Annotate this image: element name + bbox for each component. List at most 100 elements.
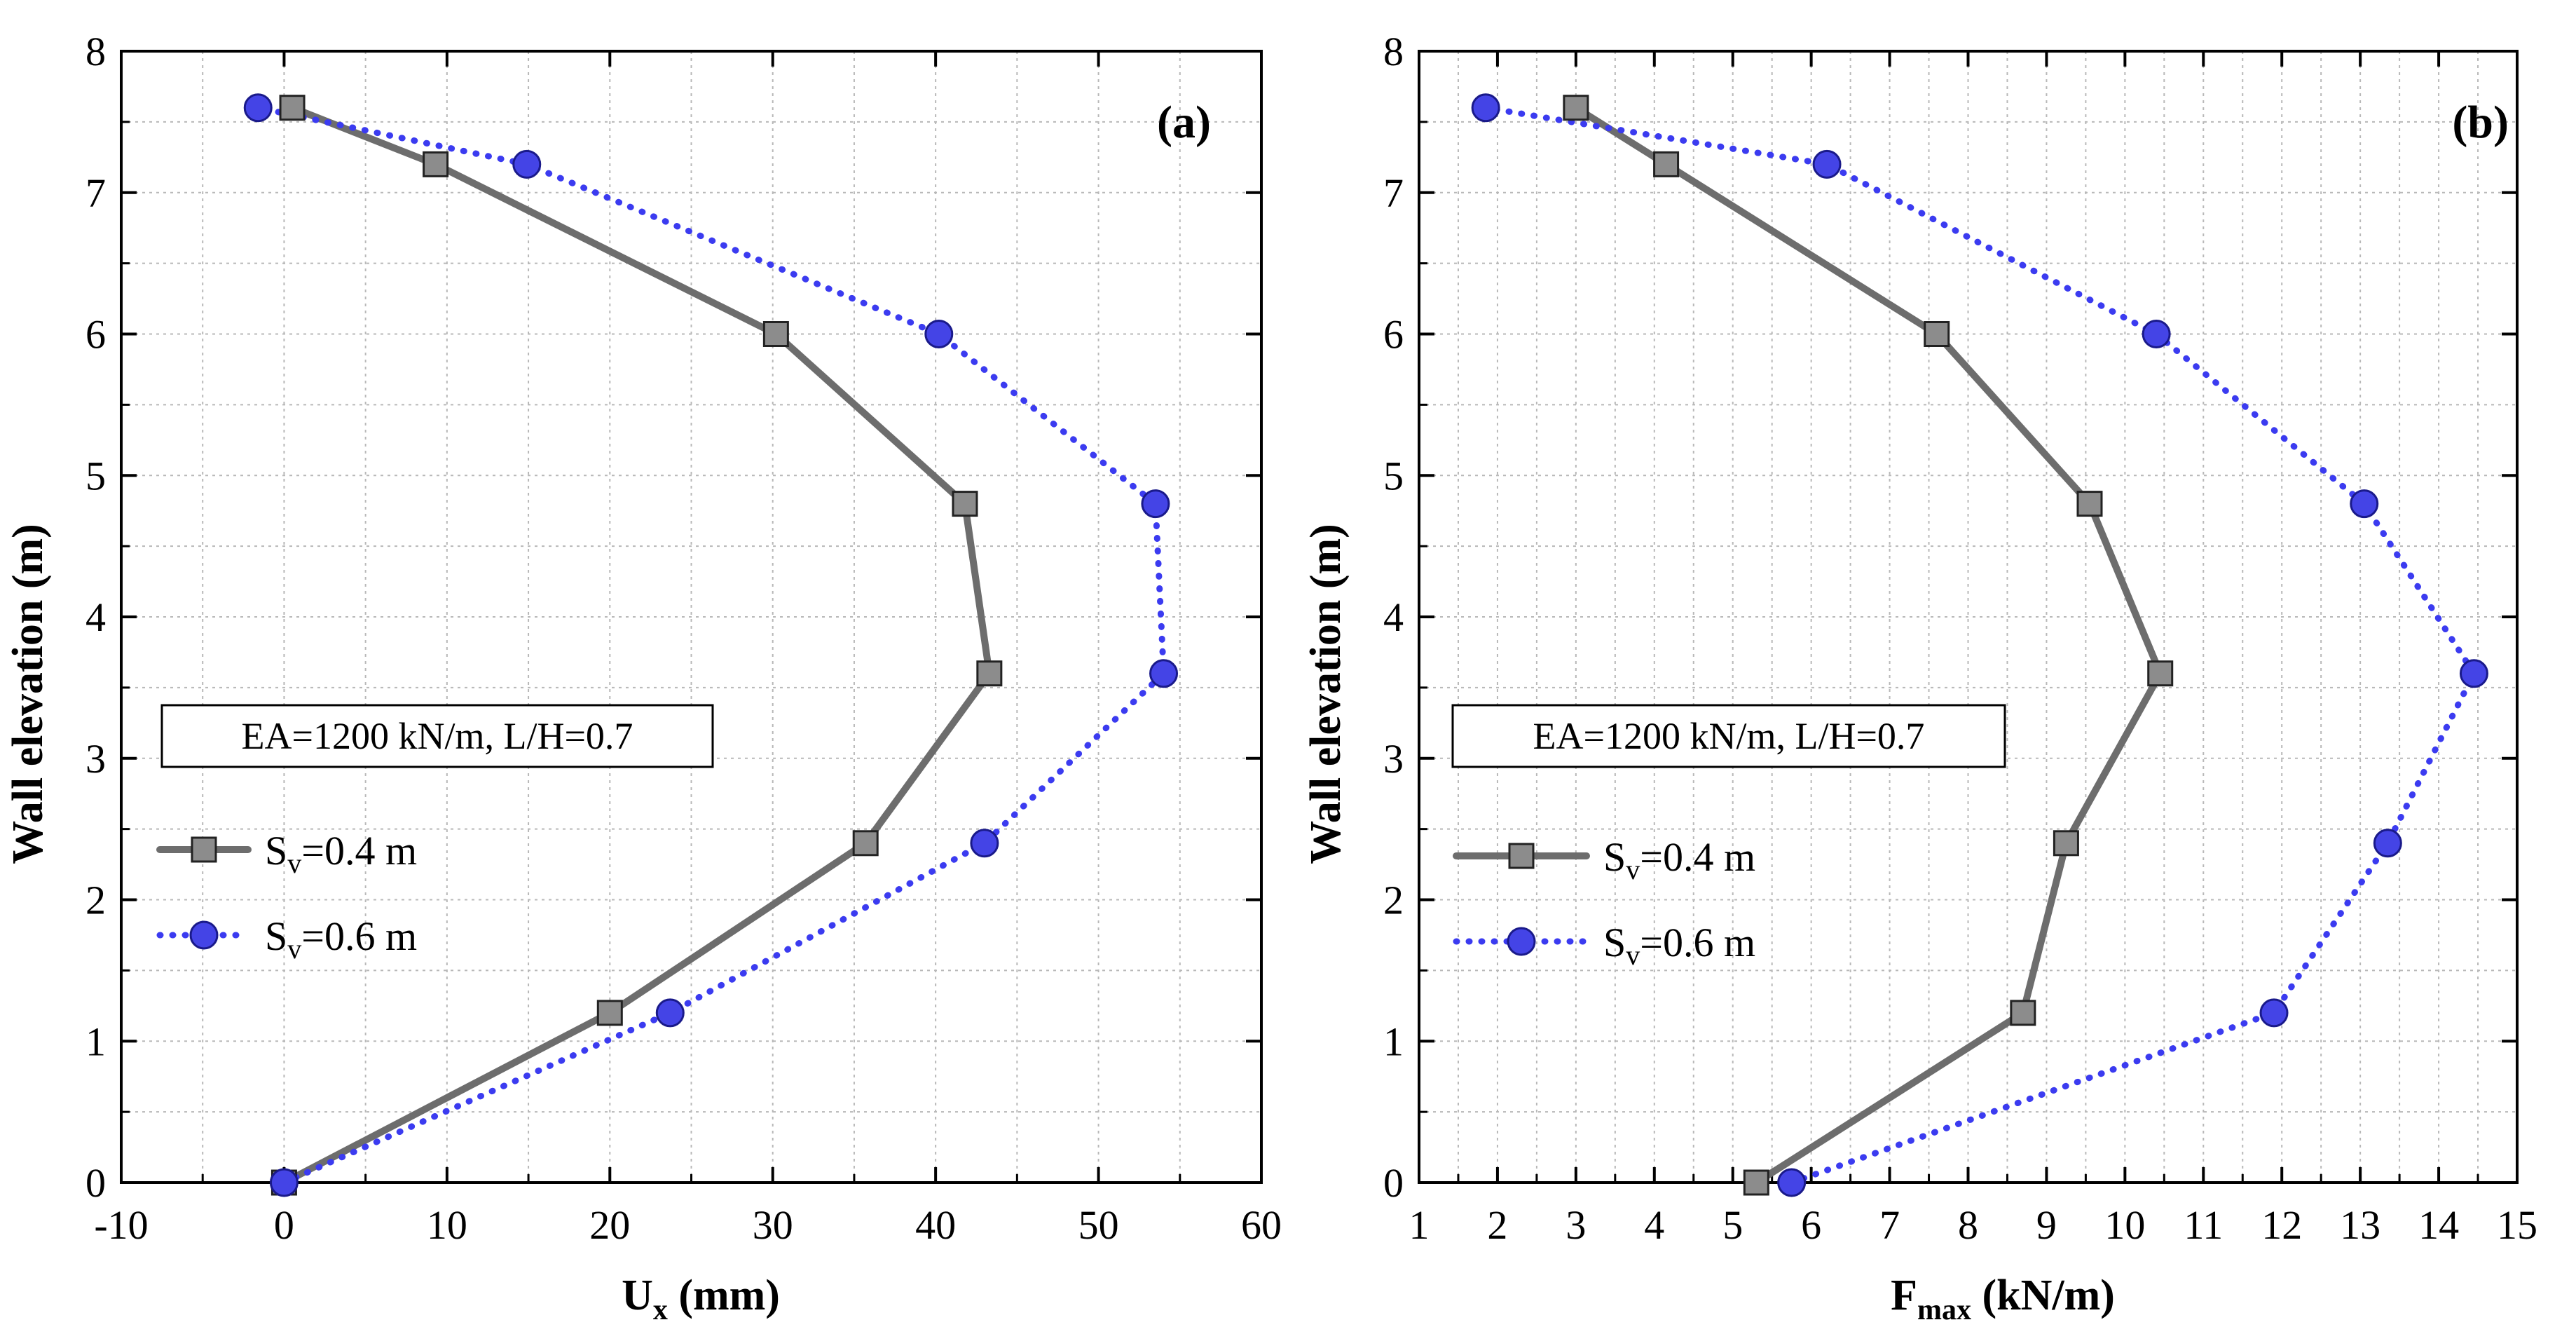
data-point-b-s0-5: [1924, 321, 1950, 347]
y-tick-label-a: 5: [85, 453, 106, 498]
series-layer-b: [1471, 93, 2488, 1197]
data-point-a-s0-5: [762, 321, 789, 347]
x-tick-label-b: 8: [1958, 1202, 1978, 1248]
y-axis-title-b: Wall elevation (m): [1302, 524, 1350, 864]
series-line-a-0: [280, 104, 993, 1186]
data-point-a-s1-1: [655, 998, 685, 1028]
x-tick-label-b: 1: [1409, 1202, 1430, 1248]
x-tick-label-a: 40: [915, 1202, 956, 1248]
y-tick-label-b: 6: [1383, 312, 1404, 358]
y-tick-label-a: 6: [85, 312, 106, 358]
x-axis-title-sub-b: max: [1917, 1294, 1971, 1326]
legend-label-a-1-main: S: [265, 913, 287, 959]
x-tick-label-a: 60: [1241, 1202, 1282, 1248]
annotation-text-b: EA=1200 kN/m, L/H=0.7: [1533, 715, 1925, 757]
legend-label-a-1-rest: =0.6 m: [301, 913, 417, 959]
data-point-a-s0-1: [596, 1000, 623, 1026]
x-tick-label-b: 3: [1566, 1202, 1586, 1248]
legend-label-b-0-main: S: [1603, 834, 1626, 880]
data-point-b-s1-3: [2459, 659, 2488, 688]
x-tick-label-b: 13: [2340, 1202, 2380, 1248]
legend-label-b-1-rest: =0.6 m: [1640, 920, 1755, 965]
data-point-b-s0-3: [2147, 660, 2174, 687]
x-tick-label-b: 9: [2036, 1202, 2057, 1248]
y-tick-label-a: 3: [85, 736, 106, 782]
x-tick-label-a: 30: [753, 1202, 793, 1248]
data-point-b-s1-0: [1777, 1168, 1807, 1197]
data-point-a-s1-7: [243, 93, 273, 123]
data-point-b-s1-6: [1812, 149, 1842, 179]
x-tick-label-b: 6: [1801, 1202, 1821, 1248]
y-tick-label-b: 0: [1383, 1160, 1404, 1206]
x-tick-label-b: 15: [2497, 1202, 2537, 1248]
x-tick-label-a: 10: [427, 1202, 467, 1248]
data-point-b-s1-7: [1471, 93, 1500, 123]
y-tick-label-a: 2: [85, 878, 106, 923]
annotation-box-a: [160, 704, 714, 768]
legend-label-a-1: Sv=0.6 m: [265, 913, 417, 965]
data-point-a-s0-3: [976, 660, 1003, 687]
legend-swatch-marker-b-1: [1507, 927, 1536, 956]
legend-label-a-0-main: S: [265, 828, 287, 873]
y-tick-label-b: 7: [1383, 170, 1404, 216]
legend-label-b-1-sub: v: [1626, 939, 1640, 971]
annotation-text-a: EA=1200 kN/m, L/H=0.7: [242, 715, 633, 757]
data-point-b-s0-1: [2010, 1000, 2036, 1026]
data-point-b-s0-2: [2053, 830, 2079, 857]
data-point-b-s1-5: [2142, 320, 2171, 348]
panel-label-b: (b): [2452, 97, 2509, 148]
y-tick-label-b: 1: [1383, 1019, 1404, 1064]
y-axis-title-a: Wall elevation (m): [4, 524, 52, 864]
y-tick-label-a: 7: [85, 170, 106, 216]
legend-swatch-marker-a-0: [191, 836, 217, 863]
data-point-b-s0-4: [2076, 491, 2103, 517]
data-point-b-s0-0: [1743, 1169, 1769, 1196]
x-tick-label-b: 12: [2261, 1202, 2302, 1248]
y-tick-label-b: 3: [1383, 736, 1404, 782]
legend-label-a-1-sub: v: [287, 933, 301, 965]
x-axis-title-sub-a: x: [653, 1294, 668, 1326]
data-point-a-s1-6: [512, 149, 542, 179]
y-tick-label-b: 8: [1383, 29, 1404, 74]
series-layer-a: [243, 93, 1179, 1197]
data-point-b-s1-4: [2350, 489, 2379, 519]
data-point-a-s1-0: [269, 1168, 299, 1197]
x-tick-label-a: 50: [1078, 1202, 1119, 1248]
data-point-a-s1-2: [970, 829, 999, 858]
legend-label-a-0: Sv=0.4 m: [265, 828, 417, 879]
x-tick-label-b: 5: [1722, 1202, 1743, 1248]
legend-label-b-1: Sv=0.6 m: [1603, 920, 1755, 971]
y-tick-label-a: 4: [85, 594, 106, 640]
x-axis-title-main-b: F: [1891, 1272, 1917, 1319]
data-point-a-s0-4: [952, 491, 978, 517]
x-tick-label-b: 11: [2184, 1202, 2223, 1248]
y-tick-label-b: 2: [1383, 878, 1404, 923]
x-tick-label-b: 10: [2104, 1202, 2145, 1248]
legend-label-a-0-rest: =0.4 m: [301, 828, 417, 873]
y-tick-label-a: 0: [85, 1160, 106, 1206]
y-tick-label-a: 8: [85, 29, 106, 74]
y-axis-title-text-a: Wall elevation (m): [4, 524, 52, 864]
series-line-a-1: [254, 104, 1167, 1186]
data-point-a-s0-7: [279, 95, 306, 121]
x-axis-title-rest-a: (mm): [668, 1272, 780, 1319]
x-tick-label-a: -10: [94, 1202, 148, 1248]
legend-label-b-0-sub: v: [1626, 854, 1640, 885]
data-point-a-s1-5: [924, 320, 954, 348]
legend-swatch-marker-b-0: [1508, 843, 1535, 869]
legend-label-b-0-rest: =0.4 m: [1640, 834, 1755, 880]
data-point-a-s1-3: [1149, 659, 1179, 688]
x-axis-title-main-a: U: [622, 1272, 653, 1319]
data-point-a-s0-2: [852, 830, 879, 857]
y-tick-label-b: 4: [1383, 594, 1404, 640]
x-axis-title-b: Fmax (kN/m): [1891, 1272, 2115, 1326]
y-tick-label-b: 5: [1383, 453, 1404, 498]
x-tick-label-b: 7: [1879, 1202, 1900, 1248]
x-tick-label-b: 2: [1487, 1202, 1507, 1248]
x-axis-title-a: Ux (mm): [622, 1272, 780, 1326]
legend-label-a-0-sub: v: [287, 848, 301, 879]
y-axis-title-text-b: Wall elevation (m): [1302, 524, 1350, 864]
